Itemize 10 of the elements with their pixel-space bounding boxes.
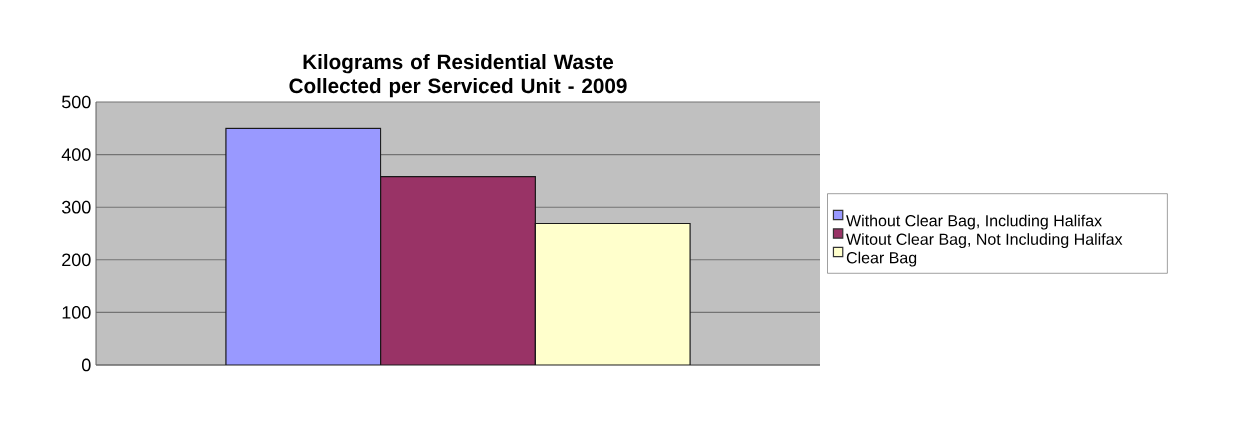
legend-label: Witout Clear Bag, Not Including Halifax — [846, 233, 1123, 249]
y-tick-label: 0 — [82, 358, 91, 372]
y-tick-label: 400 — [61, 148, 91, 161]
chart-title: Kilograms of Residential Waste Collected per Serviced Unit - 2009 — [289, 54, 627, 98]
y-tick-label: 300 — [61, 200, 91, 214]
legend-label: Clear Bag — [846, 251, 917, 267]
y-tick-label: 500 — [61, 95, 91, 109]
y-tick-label: 100 — [62, 306, 91, 319]
y-tick-label: 200 — [62, 253, 91, 267]
legend-label: Without Clear Bag, Including Halifax — [846, 214, 1102, 230]
